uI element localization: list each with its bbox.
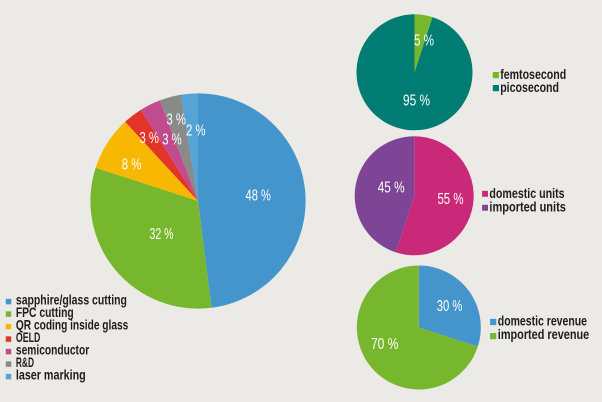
svg-text:picosecond: picosecond bbox=[500, 79, 559, 95]
svg-text:R&D: R&D bbox=[16, 354, 34, 370]
svg-text:sapphire/glass cutting: sapphire/glass cutting bbox=[16, 291, 127, 307]
svg-text:domestic units: domestic units bbox=[489, 185, 564, 201]
svg-text:70 %: 70 % bbox=[371, 336, 398, 353]
svg-text:5 %: 5 % bbox=[414, 32, 434, 49]
svg-text:3 %: 3 % bbox=[166, 112, 186, 129]
svg-text:3 %: 3 % bbox=[162, 131, 182, 148]
svg-text:femtosecond: femtosecond bbox=[500, 66, 566, 82]
svg-text:48 %: 48 % bbox=[246, 187, 271, 204]
svg-text:30 %: 30 % bbox=[437, 298, 463, 315]
svg-text:55 %: 55 % bbox=[437, 191, 463, 208]
svg-text:laser marking: laser marking bbox=[16, 366, 86, 382]
svg-text:2 %: 2 % bbox=[186, 123, 206, 140]
svg-text:domestic revenue: domestic revenue bbox=[498, 312, 587, 328]
svg-text:8 %: 8 % bbox=[122, 156, 142, 173]
svg-text:QR coding inside glass: QR coding inside glass bbox=[16, 316, 129, 332]
svg-text:imported units: imported units bbox=[489, 199, 566, 215]
svg-text:FPC cutting: FPC cutting bbox=[16, 304, 74, 320]
svg-text:semiconductor: semiconductor bbox=[16, 341, 90, 357]
svg-text:3 %: 3 % bbox=[139, 130, 159, 147]
svg-text:32 %: 32 % bbox=[150, 226, 174, 243]
svg-text:imported revenue: imported revenue bbox=[498, 326, 590, 342]
svg-text:OELD: OELD bbox=[16, 329, 41, 345]
svg-text:95 %: 95 % bbox=[403, 92, 430, 109]
svg-text:45 %: 45 % bbox=[378, 179, 405, 196]
